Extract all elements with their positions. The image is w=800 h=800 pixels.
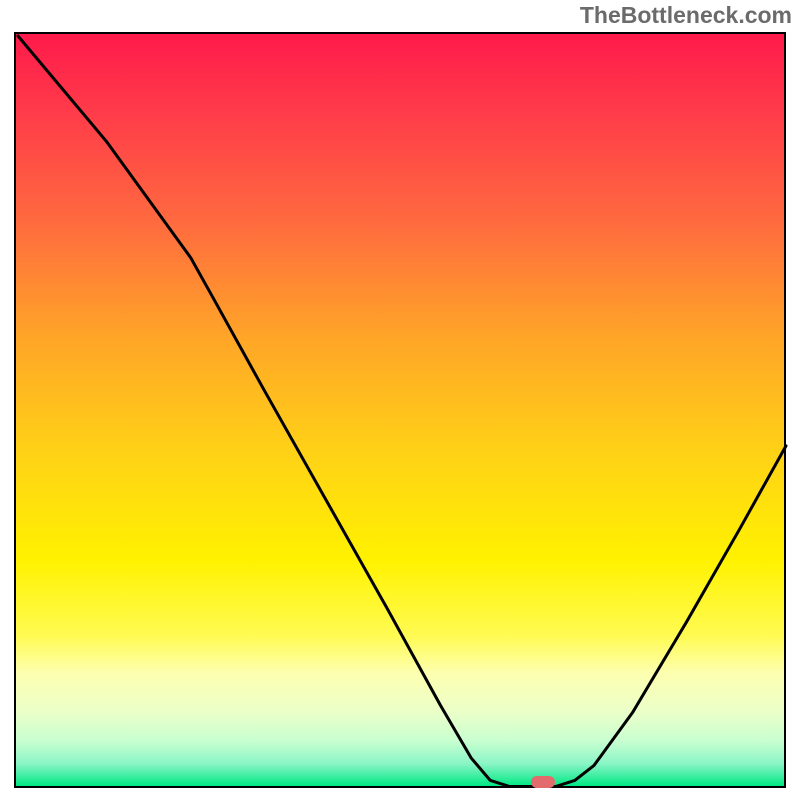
curve-layer [16, 34, 788, 790]
watermark-label: TheBottleneck.com [580, 2, 792, 29]
bottleneck-curve [18, 36, 786, 786]
plot-area [14, 32, 786, 788]
optimum-marker [531, 776, 555, 788]
chart-canvas: TheBottleneck.com [0, 0, 800, 800]
